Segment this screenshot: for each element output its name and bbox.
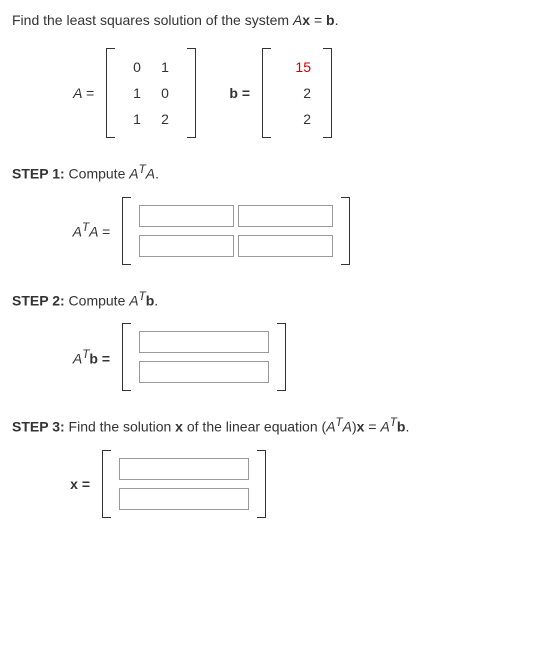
cell: 2 xyxy=(279,111,315,127)
matrix-b: 15 2 2 xyxy=(262,48,332,138)
bracket-right xyxy=(341,197,350,265)
step2-T: T xyxy=(139,290,146,303)
question-intro: Find the least squares solution of the s… xyxy=(12,12,293,28)
step2-text: Compute xyxy=(65,292,130,308)
step3-period: . xyxy=(405,419,409,435)
step3-equation: x = xyxy=(52,450,533,518)
input-row xyxy=(137,327,271,357)
eq-x: x xyxy=(302,12,310,28)
step3-ATA-T: T xyxy=(336,416,343,429)
bracket-right xyxy=(323,48,332,138)
step2-label: STEP 2: Compute ATb. xyxy=(12,290,533,309)
atb-input-1[interactable] xyxy=(139,361,269,383)
input-row xyxy=(117,454,251,484)
step1-A2: A xyxy=(146,166,155,182)
step3-eq: = xyxy=(364,419,380,435)
step3-ATA-A2: A xyxy=(343,419,352,435)
table-row: 10 xyxy=(123,80,179,106)
x-input-1[interactable] xyxy=(119,488,249,510)
table-row: 15 xyxy=(279,54,315,80)
bracket-left xyxy=(122,323,131,391)
atb-input-0[interactable] xyxy=(139,331,269,353)
matrix-inputs xyxy=(111,450,257,518)
ata-input-10[interactable] xyxy=(139,235,234,257)
table-row: 12 xyxy=(123,106,179,132)
bracket-right xyxy=(277,323,286,391)
bracket-right xyxy=(187,48,196,138)
step2-num: STEP 2: xyxy=(12,292,65,308)
bracket-left xyxy=(106,48,115,138)
step3-ATb-T: T xyxy=(390,416,397,429)
step3-x: x xyxy=(175,419,183,435)
ata-input-01[interactable] xyxy=(238,205,333,227)
input-row xyxy=(137,231,335,261)
step1-A: A xyxy=(129,166,138,182)
matrix-definition-row: A = 01 10 12 b = 15 2 2 xyxy=(62,48,533,138)
step1-answer-matrix xyxy=(122,197,350,265)
question-text: Find the least squares solution of the s… xyxy=(12,12,533,28)
matrix-A: 01 10 12 xyxy=(106,48,196,138)
b-label: b = xyxy=(218,85,250,101)
cell: 0 xyxy=(123,59,151,75)
step2-equation: ATb = xyxy=(52,323,533,391)
cell: 2 xyxy=(279,85,315,101)
eq-A: A xyxy=(293,12,302,28)
x-input-0[interactable] xyxy=(119,458,249,480)
table-row: 01 xyxy=(123,54,179,80)
cell-error: 15 xyxy=(279,59,315,75)
cell: 1 xyxy=(151,59,179,75)
bracket-left xyxy=(262,48,271,138)
step3-ATA-A: A xyxy=(326,419,335,435)
bracket-left xyxy=(102,450,111,518)
eq-b: b xyxy=(326,12,335,28)
step2-b: b xyxy=(146,292,155,308)
bracket-left xyxy=(122,197,131,265)
step1-period: . xyxy=(155,166,159,182)
step3-text: Find the solution xyxy=(65,419,176,435)
input-row xyxy=(117,484,251,514)
ata-input-00[interactable] xyxy=(139,205,234,227)
step1-lhs: ATA = xyxy=(52,221,110,240)
step3-lhs: x = xyxy=(52,476,90,492)
A-label: A = xyxy=(62,85,94,101)
step1-label: STEP 1: Compute ATA. xyxy=(12,163,533,182)
cell: 1 xyxy=(123,85,151,101)
step1-num: STEP 1: xyxy=(12,166,65,182)
step3-label: STEP 3: Find the solution x of the linea… xyxy=(12,416,533,435)
ata-input-11[interactable] xyxy=(238,235,333,257)
eq-period: . xyxy=(335,12,339,28)
step3-num: STEP 3: xyxy=(12,419,65,435)
step3-answer-matrix xyxy=(102,450,266,518)
matrix-inputs xyxy=(131,197,341,265)
step2-lhs: ATb = xyxy=(52,348,110,367)
table-row: 2 xyxy=(279,106,315,132)
step2-A: A xyxy=(129,292,138,308)
cell: 2 xyxy=(151,111,179,127)
step2-answer-matrix xyxy=(122,323,286,391)
bracket-right xyxy=(257,450,266,518)
input-row xyxy=(137,201,335,231)
eq-mid: = xyxy=(310,12,326,28)
matrix-inputs xyxy=(131,323,277,391)
input-row xyxy=(137,357,271,387)
step1-text: Compute xyxy=(65,166,130,182)
table-row: 2 xyxy=(279,80,315,106)
cell: 1 xyxy=(123,111,151,127)
step1-T: T xyxy=(139,163,146,176)
step2-period: . xyxy=(154,292,158,308)
matrix-b-content: 15 2 2 xyxy=(271,48,323,138)
matrix-A-content: 01 10 12 xyxy=(115,48,187,138)
cell: 0 xyxy=(151,85,179,101)
step3-ATb-A: A xyxy=(380,419,389,435)
step1-equation: ATA = xyxy=(52,197,533,265)
step3-text2: of the linear equation ( xyxy=(183,419,326,435)
